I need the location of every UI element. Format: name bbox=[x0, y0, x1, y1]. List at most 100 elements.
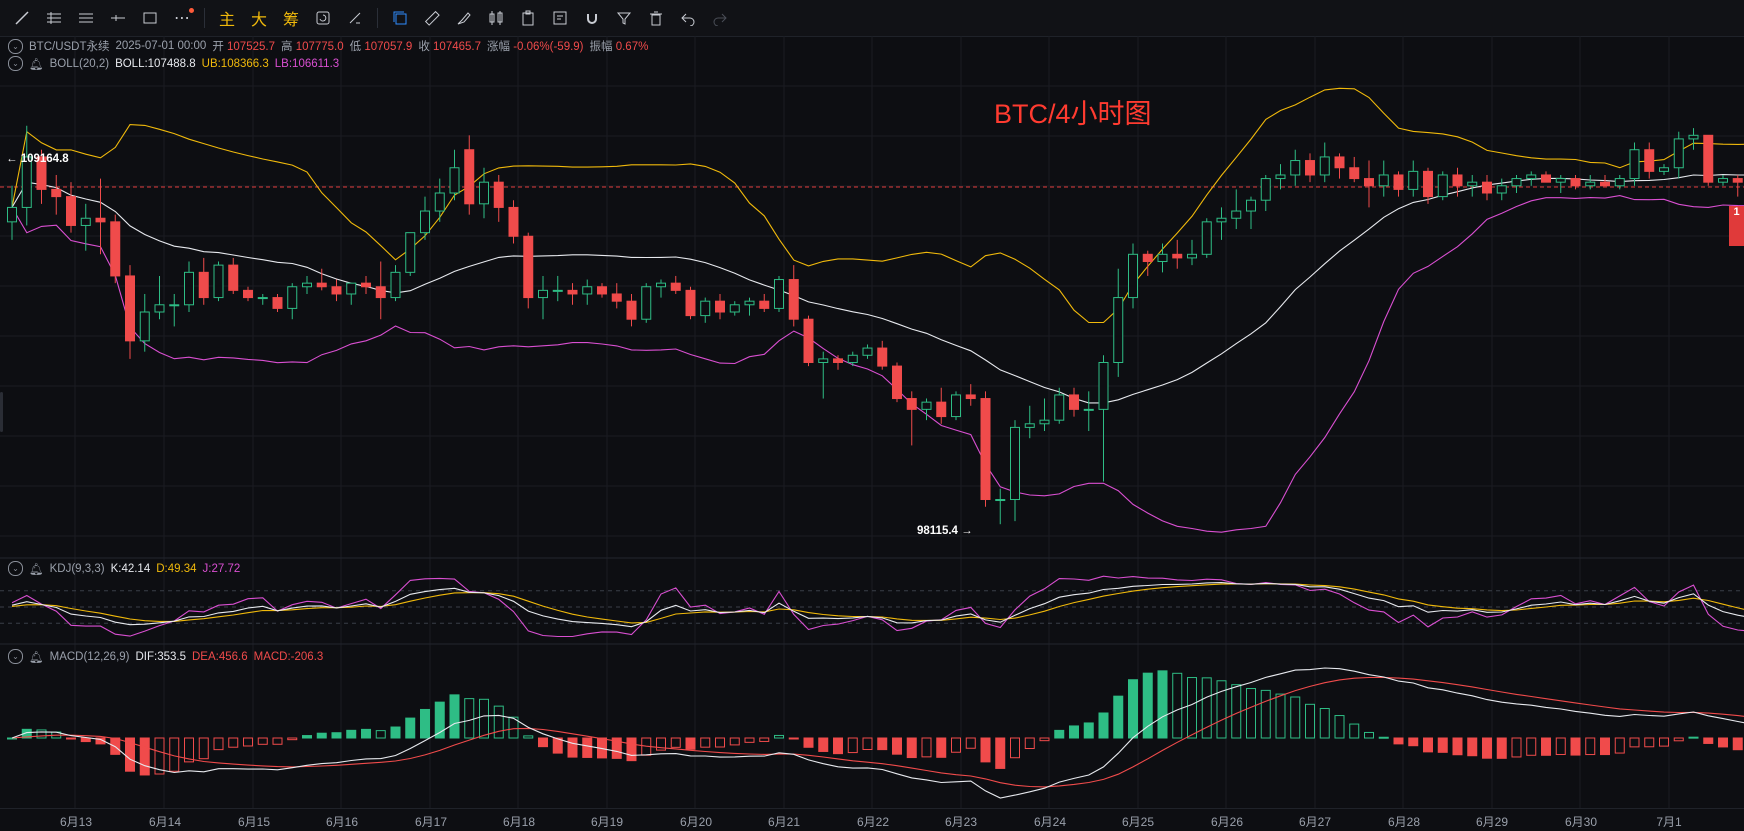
macd-bar bbox=[627, 738, 636, 761]
candle-body bbox=[1173, 254, 1182, 258]
open-value: 107525.7 bbox=[227, 41, 275, 53]
macd-bar bbox=[1556, 738, 1565, 755]
current-price-tag[interactable]: 1 bbox=[1729, 206, 1744, 246]
macd-bar bbox=[1158, 671, 1167, 738]
candle-body bbox=[1542, 175, 1551, 182]
x-tick-label: 6月16 bbox=[326, 813, 358, 830]
candle-body bbox=[140, 312, 149, 341]
kdj-legend: ⌄ 🔔︎ KDJ(9,3,3) K:42.14 D:49.34 J:27.72 bbox=[8, 561, 240, 576]
macd-bar bbox=[1247, 689, 1256, 738]
close-label: 收 bbox=[418, 41, 430, 53]
macd-bar bbox=[819, 738, 828, 751]
candle-body bbox=[376, 287, 385, 298]
candle-body bbox=[922, 402, 931, 409]
macd-name[interactable]: MACD(12,26,9) bbox=[50, 651, 130, 663]
candle-body bbox=[819, 359, 828, 363]
x-tick-label: 6月27 bbox=[1299, 813, 1331, 830]
candle-body bbox=[716, 301, 725, 312]
macd-bar bbox=[671, 738, 680, 747]
low-label: 低 bbox=[350, 41, 362, 53]
macd-bar bbox=[1733, 738, 1742, 750]
macd-bar bbox=[1011, 738, 1020, 758]
candle-body bbox=[1719, 179, 1728, 183]
candle-datetime: 2025-07-01 00:00 bbox=[116, 40, 207, 52]
kdj-j-value: J:27.72 bbox=[203, 563, 241, 575]
candle-body bbox=[199, 272, 208, 297]
visibility-toggle-icon[interactable]: ⌄ bbox=[8, 39, 23, 54]
candle-body bbox=[1527, 175, 1536, 179]
kdj-d-value: D:49.34 bbox=[156, 563, 196, 575]
macd-bar bbox=[1453, 738, 1462, 755]
macd-bar bbox=[317, 733, 326, 738]
candle-body bbox=[1630, 150, 1639, 179]
macd-bar bbox=[804, 738, 813, 747]
candle-body bbox=[1158, 254, 1167, 261]
candle-body bbox=[583, 287, 592, 294]
macd-bar bbox=[878, 738, 887, 750]
macd-bar bbox=[347, 730, 356, 738]
candle-body bbox=[155, 305, 164, 312]
macd-bar bbox=[775, 735, 784, 738]
candle-body bbox=[1733, 179, 1742, 183]
kdj-name[interactable]: KDJ(9,3,3) bbox=[50, 563, 105, 575]
candle-body bbox=[760, 301, 769, 308]
candle-body bbox=[1601, 182, 1610, 186]
candle-body bbox=[1497, 186, 1506, 193]
candle-body bbox=[1247, 200, 1256, 211]
candle-body bbox=[465, 150, 474, 204]
candle-body bbox=[701, 301, 710, 315]
macd-bar bbox=[376, 731, 385, 738]
candle-body bbox=[126, 276, 135, 341]
symbol-label: BTC/USDT永续 bbox=[29, 38, 110, 54]
x-tick-label: 6月15 bbox=[238, 813, 270, 830]
drag-handle[interactable] bbox=[0, 392, 3, 432]
macd-legend: ⌄ 🔔︎ MACD(12,26,9) DIF:353.5 DEA:456.6 M… bbox=[8, 649, 323, 664]
macd-bar bbox=[1704, 738, 1713, 743]
macd-dea-line bbox=[12, 677, 1744, 787]
candle-body bbox=[1453, 175, 1462, 186]
chart-overlay-title: BTC/4小时图 bbox=[994, 92, 1152, 131]
candle-body bbox=[1055, 395, 1064, 420]
close-value: 107465.7 bbox=[433, 41, 481, 53]
macd-bar bbox=[893, 738, 902, 754]
visibility-toggle-icon[interactable]: ⌄ bbox=[8, 56, 23, 71]
candle-body bbox=[347, 283, 356, 294]
bell-icon[interactable]: 🔔︎ bbox=[29, 57, 44, 71]
macd-bar bbox=[1350, 724, 1359, 738]
macd-bar bbox=[760, 738, 769, 741]
candle-body bbox=[996, 500, 1005, 501]
macd-bar bbox=[996, 738, 1005, 768]
macd-histogram bbox=[8, 671, 1744, 775]
candle-body bbox=[745, 301, 754, 305]
macd-bar bbox=[834, 738, 843, 754]
macd-bar bbox=[37, 730, 46, 738]
x-tick-label: 6月20 bbox=[680, 813, 712, 830]
candle-body bbox=[1438, 175, 1447, 197]
x-tick-label: 6月21 bbox=[768, 813, 800, 830]
macd-bar bbox=[1025, 738, 1034, 748]
macd-bar bbox=[1542, 738, 1551, 755]
macd-bar bbox=[1217, 681, 1226, 738]
macd-bar bbox=[1306, 704, 1315, 738]
candle-body bbox=[981, 399, 990, 500]
candle-body bbox=[1615, 179, 1624, 186]
boll-name[interactable]: BOLL(20,2) bbox=[50, 58, 109, 70]
macd-bar bbox=[1040, 738, 1049, 741]
candle-body bbox=[406, 233, 415, 273]
macd-bar bbox=[1512, 738, 1521, 757]
x-tick-label: 6月28 bbox=[1388, 813, 1420, 830]
candle-body bbox=[863, 348, 872, 355]
macd-bar bbox=[1188, 678, 1197, 738]
bell-icon[interactable]: 🔔︎ bbox=[29, 650, 44, 664]
high-price-marker: ← 109164.8 bbox=[6, 153, 69, 165]
macd-bar bbox=[1394, 738, 1403, 744]
macd-bar bbox=[1689, 737, 1698, 738]
visibility-toggle-icon[interactable]: ⌄ bbox=[8, 561, 23, 576]
visibility-toggle-icon[interactable]: ⌄ bbox=[8, 649, 23, 664]
macd-bar bbox=[1173, 673, 1182, 738]
open-label: 开 bbox=[212, 41, 224, 53]
candle-body bbox=[8, 207, 17, 221]
macd-bar bbox=[140, 738, 149, 775]
bell-icon[interactable]: 🔔︎ bbox=[29, 562, 44, 576]
